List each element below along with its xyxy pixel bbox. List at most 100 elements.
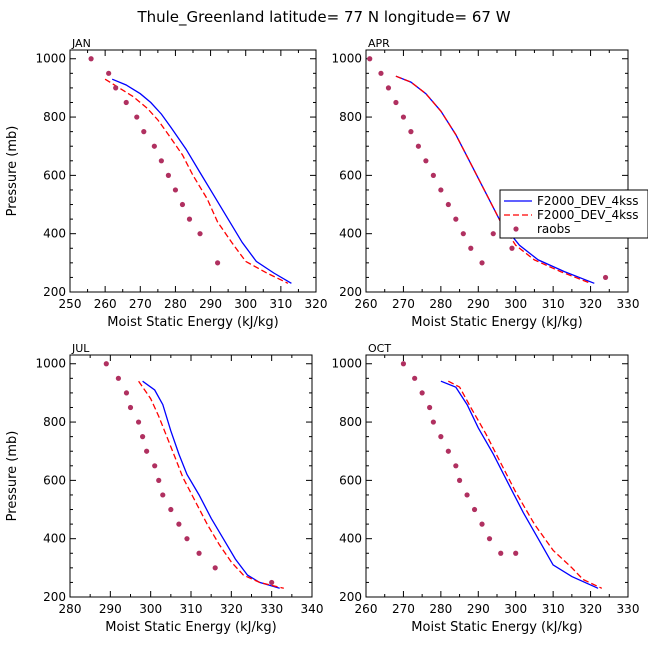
raobs-point (152, 463, 158, 469)
series-group (400, 361, 603, 589)
y-tick-label: 400 (43, 227, 66, 241)
model-line-solid (142, 380, 280, 589)
raobs-point (498, 550, 504, 556)
series-group (367, 56, 609, 284)
raobs-point (385, 85, 392, 91)
x-tick-label: 300 (504, 297, 527, 311)
y-tick-label: 400 (339, 532, 362, 546)
raobs-point (179, 201, 186, 208)
raobs-point (88, 56, 94, 62)
raobs-point (400, 114, 407, 120)
y-tick-label: 1000 (35, 357, 66, 371)
raobs-point (158, 158, 164, 164)
raobs-point (408, 129, 414, 135)
raobs-point (400, 361, 407, 367)
raobs-point (460, 231, 466, 237)
x-tick-label: 290 (467, 297, 490, 311)
panel-jan: JAN 250 260 270 280 290 300 310 320 200 400 600 800 1… (5, 37, 327, 330)
raobs-point (123, 390, 130, 396)
x-tick-label: 320 (579, 602, 602, 616)
x-tick-label: 270 (129, 297, 152, 311)
raobs-point (156, 477, 162, 483)
legend-label: F2000_DEV_4kss (537, 208, 639, 222)
x-axis-label: Moist Static Energy (kJ/kg) (107, 315, 278, 330)
x-tick-label: 300 (504, 602, 527, 616)
raobs-point (412, 375, 418, 381)
raobs-point (464, 492, 470, 498)
y-tick-label: 200 (339, 590, 362, 604)
raobs-point (106, 70, 112, 76)
y-tick-label: 800 (339, 415, 362, 429)
raobs-point (471, 506, 478, 513)
x-tick-label: 280 (429, 297, 452, 311)
raobs-point (127, 404, 134, 411)
x-tick-label: 310 (269, 297, 292, 311)
y-axis-label: Pressure (mb) (5, 126, 20, 217)
raobs-point (456, 477, 463, 483)
x-tick-label: 290 (199, 297, 222, 311)
legend-label: raobs (537, 222, 571, 236)
raobs-point (427, 404, 433, 411)
raobs-point (453, 463, 459, 469)
raobs-point (438, 434, 444, 440)
y-tick-label: 800 (43, 110, 66, 124)
raobs-point (479, 521, 485, 527)
plot-frame (365, 354, 629, 598)
raobs-point (196, 550, 202, 556)
raobs-point (393, 99, 399, 106)
x-tick-label: 300 (234, 297, 257, 311)
raobs-point (367, 56, 373, 62)
raobs-point (123, 99, 129, 106)
model-line-solid (395, 75, 595, 284)
y-tick-label: 1000 (331, 52, 362, 66)
raobs-point (141, 129, 147, 135)
x-tick-label: 280 (429, 602, 452, 616)
x-tick-label: 330 (617, 297, 640, 311)
panel-apr: APR 260 270 280 290 300 310 320 330 200 400 600 800 1… (331, 37, 648, 330)
y-tick-label: 200 (43, 590, 66, 604)
chart-title: Thule_Greenland latitude= 77 N longitude… (136, 8, 510, 27)
y-tick-label: 800 (339, 110, 362, 124)
raobs-point (423, 158, 429, 164)
model-line-solid (111, 78, 292, 284)
raobs-point (445, 448, 451, 454)
x-tick-label: 270 (392, 602, 415, 616)
raobs-point (197, 231, 203, 237)
y-axis-label: Pressure (mb) (5, 431, 20, 522)
series-group (103, 361, 284, 589)
model-line-dashed (138, 380, 284, 589)
raobs-point (186, 216, 193, 222)
x-tick-label: 300 (139, 602, 162, 616)
raobs-point (168, 506, 174, 513)
raobs-point (509, 245, 515, 251)
raobs-point (135, 419, 142, 425)
legend-label: F2000_DEV_4kss (537, 194, 639, 208)
y-tick-label: 200 (339, 285, 362, 299)
x-tick-label: 320 (305, 297, 328, 311)
raobs-point (176, 521, 182, 527)
legend-marker (513, 226, 519, 232)
raobs-point (184, 536, 190, 542)
x-tick-label: 250 (59, 297, 82, 311)
plot-frame (69, 49, 317, 293)
x-tick-label: 310 (542, 602, 565, 616)
panel-oct: OCT 260 270 280 290 300 310 320 330 200 400 600 800 1… (331, 342, 639, 635)
raobs-point (430, 172, 436, 178)
x-tick-label: 340 (301, 602, 324, 616)
x-tick-label: 320 (579, 297, 602, 311)
plot-frame (365, 49, 629, 293)
raobs-point (172, 187, 179, 193)
raobs-point (490, 231, 496, 237)
x-tick-label: 260 (355, 297, 378, 311)
raobs-point (453, 216, 459, 222)
x-axis-label: Moist Static Energy (kJ/kg) (411, 315, 582, 330)
legend-box (499, 189, 648, 239)
raobs-point (269, 579, 275, 586)
raobs-point (445, 201, 451, 208)
panel-label: JUL (71, 342, 90, 355)
raobs-point (438, 187, 444, 193)
y-tick-label: 400 (43, 532, 66, 546)
x-axis-label: Moist Static Energy (kJ/kg) (411, 620, 582, 635)
raobs-point (430, 419, 436, 425)
